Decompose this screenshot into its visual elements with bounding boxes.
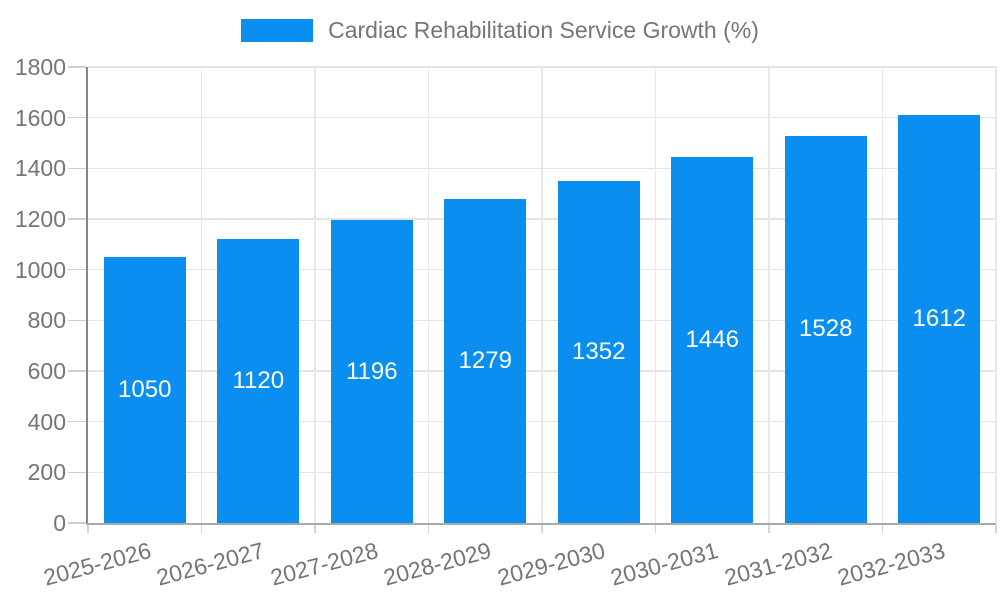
bar: 1120 [217, 239, 300, 523]
gridline-vertical [314, 67, 316, 523]
y-tick-label: 200 [27, 459, 66, 486]
y-tick-label: 1000 [14, 256, 66, 283]
bar: 1196 [330, 220, 413, 523]
x-axis-tick [541, 525, 543, 533]
bar-value-label: 1279 [458, 347, 512, 374]
y-axis-tick [68, 420, 86, 423]
x-axis-tick [427, 525, 430, 533]
y-tick-label: 600 [27, 358, 66, 384]
gridline-vertical [881, 67, 884, 523]
y-axis-tick [68, 268, 86, 271]
y-axis-tick [68, 319, 86, 322]
y-axis-line [86, 67, 88, 525]
gridline-vertical [654, 67, 657, 523]
x-axis-tick [995, 525, 997, 533]
y-tick-label: 1800 [14, 54, 66, 80]
y-axis-tick-labels: 0 200 400 600 800 1000 1200 1400 1600 1800 [0, 55, 66, 535]
y-axis-tick [68, 167, 86, 170]
legend-label: Cardiac Rehabilitation Service Growth (%… [328, 17, 759, 43]
legend-swatch [241, 19, 314, 42]
legend: Cardiac Rehabilitation Service Growth (%… [0, 17, 1000, 44]
x-tick-label: 2031-2032 [721, 537, 835, 591]
x-axis-tick [881, 525, 884, 533]
y-axis-tick [68, 66, 86, 68]
gridline-vertical [995, 67, 997, 523]
bar-value-label: 1612 [912, 304, 966, 332]
y-tick-label: 1200 [14, 206, 66, 232]
bar-value-label: 1196 [345, 357, 398, 385]
y-axis-tick [68, 370, 86, 372]
x-tick-label: 2026-2027 [153, 537, 267, 591]
gridline-vertical [200, 67, 203, 523]
y-axis-tick [68, 116, 86, 119]
bar-value-label: 1352 [572, 337, 626, 365]
bar: 1352 [557, 180, 640, 523]
x-axis-tick [200, 525, 203, 533]
bar: 1279 [444, 199, 527, 523]
y-axis-tick [68, 471, 86, 474]
y-axis-tick [68, 218, 86, 220]
y-tick-label: 1600 [14, 104, 66, 131]
bar-value-label: 1446 [685, 325, 739, 353]
x-axis-tick [654, 525, 657, 533]
y-tick-label: 800 [27, 307, 66, 334]
x-axis-tick [314, 525, 316, 533]
bar: 1528 [784, 135, 867, 523]
gridline-vertical [768, 67, 770, 523]
x-tick-label: 2025-2026 [40, 537, 154, 591]
y-tick-label: 0 [53, 510, 66, 536]
x-axis-line [86, 523, 996, 525]
bar-value-label: 1120 [232, 367, 285, 395]
bar-value-label: 1528 [799, 315, 853, 343]
x-tick-label: 2032-2033 [834, 537, 948, 591]
gridline-vertical [541, 67, 543, 523]
plot-area: 1050 1120 1196 1279 1352 1446 1528 1612 [68, 66, 997, 533]
y-tick-label: 400 [27, 408, 66, 435]
x-tick-label: 2028-2029 [380, 537, 494, 591]
x-tick-label: 2030-2031 [607, 537, 721, 591]
gridline-vertical [427, 67, 430, 523]
y-axis-tick [68, 522, 86, 524]
x-axis-tick-labels: 2025-2026 2026-2027 2027-2028 2028-2029 2029… [40, 523, 996, 600]
x-axis-tick [87, 525, 89, 533]
x-axis-tick [768, 525, 770, 533]
bar: 1612 [898, 114, 981, 523]
x-tick-label: 2029-2030 [494, 537, 608, 591]
bar-value-label: 1050 [118, 376, 172, 403]
y-tick-label: 1400 [14, 155, 66, 182]
bar: 1446 [671, 156, 754, 523]
bar: 1050 [103, 257, 186, 523]
x-tick-label: 2027-2028 [267, 537, 381, 591]
